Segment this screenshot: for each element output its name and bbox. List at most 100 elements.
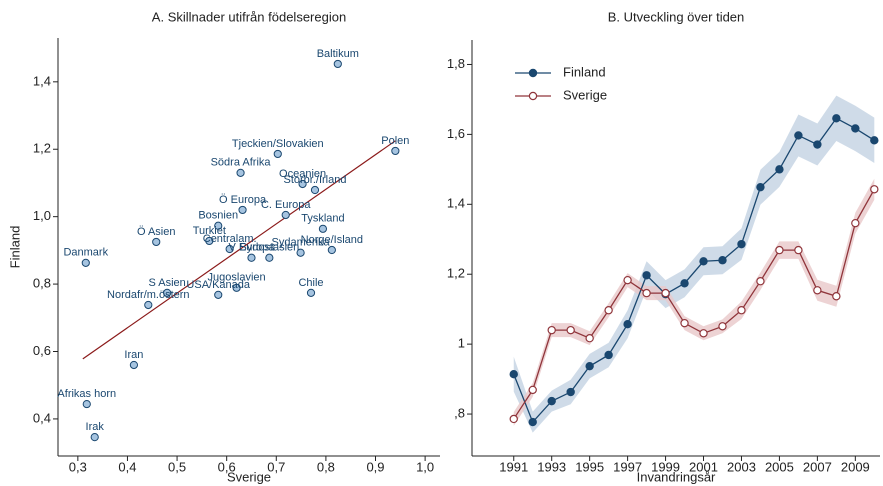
- point: [310, 185, 320, 195]
- point: [214, 221, 223, 230]
- point-label: Chile: [298, 277, 323, 289]
- point-label: Oceanien: [279, 168, 326, 180]
- x-tick-label: 0,4: [118, 459, 136, 474]
- point: [851, 124, 860, 133]
- point: [566, 387, 575, 397]
- x-tick-label: 0,9: [366, 459, 384, 474]
- point: [756, 182, 765, 192]
- point: [273, 149, 282, 159]
- point: [604, 306, 613, 315]
- point-label: Ö Europa: [219, 194, 267, 206]
- y-tick-label: 1,4: [33, 73, 51, 88]
- point-label: Afrikas horn: [57, 388, 116, 400]
- x-tick-label: 1997: [613, 459, 642, 474]
- x-tick-label: 0,3: [69, 459, 87, 474]
- point: [327, 245, 336, 255]
- x-tick-label: 0,6: [218, 459, 236, 474]
- x-tick-label: 2007: [803, 459, 832, 474]
- point: [604, 350, 613, 360]
- point: [870, 136, 879, 145]
- x-tick-label: 2005: [765, 459, 794, 474]
- fit-line: [82, 140, 396, 360]
- point: [718, 322, 727, 331]
- y-tick-label: ,8: [454, 405, 465, 420]
- x-tick-label: 0,7: [267, 459, 285, 474]
- point-label: S Asien: [148, 277, 185, 289]
- point-label: Tyskland: [301, 213, 344, 225]
- y-tick-label: 1: [458, 336, 465, 351]
- point: [296, 248, 305, 257]
- point: [813, 140, 822, 149]
- x-tick-label: 1993: [537, 459, 566, 474]
- point: [699, 329, 708, 338]
- point: [509, 414, 518, 424]
- x-tick-label: 1,0: [416, 459, 434, 474]
- point: [832, 114, 841, 123]
- point: [528, 385, 537, 395]
- y-tick-label: 0,6: [33, 343, 51, 358]
- point: [90, 433, 99, 442]
- point-label: Nordafr/m.östern: [107, 289, 190, 301]
- point: [661, 288, 670, 298]
- point: [832, 292, 841, 301]
- point: [298, 179, 307, 189]
- point-label: Sydostasien: [239, 242, 299, 254]
- point: [236, 168, 245, 177]
- point: [585, 361, 594, 371]
- y-tick-label: 1,2: [33, 141, 51, 156]
- y-tick-label: 1,0: [33, 208, 51, 223]
- confidence-band: [513, 95, 875, 433]
- y-tick-label: 1,2: [447, 266, 465, 281]
- x-axis-label: Invandringsår: [637, 469, 716, 484]
- point-label: Centralam.: [203, 233, 257, 245]
- point: [642, 288, 651, 298]
- point: [205, 236, 214, 246]
- point: [851, 218, 860, 228]
- point: [547, 325, 556, 335]
- point: [756, 277, 765, 286]
- x-tick-label: 0,5: [168, 459, 186, 474]
- point: [306, 288, 316, 297]
- point: [82, 399, 91, 409]
- point: [813, 286, 822, 295]
- point-label: USA/Kanada: [186, 279, 250, 291]
- y-tick-label: 1,4: [447, 196, 465, 211]
- legend-label: Finland: [563, 64, 606, 79]
- point: [794, 131, 803, 140]
- x-tick-label: 0,8: [317, 459, 335, 474]
- point: [225, 244, 234, 254]
- x-tick-label: 1995: [575, 459, 604, 474]
- point: [680, 318, 689, 328]
- point-label: Södra Afrika: [211, 157, 272, 169]
- y-tick-label: 0,8: [33, 276, 51, 291]
- point: [870, 185, 879, 194]
- point: [642, 271, 651, 280]
- x-tick-label: 2009: [841, 459, 870, 474]
- point: [680, 279, 689, 288]
- point-label: Bosnien: [198, 210, 238, 222]
- point: [623, 320, 632, 329]
- legend-marker: [528, 68, 538, 78]
- point: [547, 396, 556, 406]
- point: [129, 360, 139, 370]
- chart-title: A. Skillnader utifrån födelseregion: [152, 9, 346, 24]
- point: [232, 283, 241, 292]
- point: [623, 275, 632, 285]
- point: [794, 245, 803, 255]
- point: [214, 290, 223, 299]
- x-axis-label: Sverige: [227, 469, 271, 484]
- point: [247, 253, 256, 262]
- point: [281, 210, 290, 220]
- point: [528, 417, 537, 427]
- point-label: Storbr./Irland: [283, 174, 346, 186]
- point: [718, 256, 727, 265]
- x-tick-label: 2001: [689, 459, 718, 474]
- point-label: C. Europa: [261, 199, 311, 211]
- point-label: Polen: [381, 135, 409, 147]
- point-label: Iran: [124, 349, 143, 361]
- point-label: Ö Asien: [137, 226, 176, 238]
- chart-title: B. Utveckling över tiden: [608, 9, 745, 24]
- legend-label: Sverige: [563, 87, 607, 102]
- x-tick-label: 1999: [651, 459, 680, 474]
